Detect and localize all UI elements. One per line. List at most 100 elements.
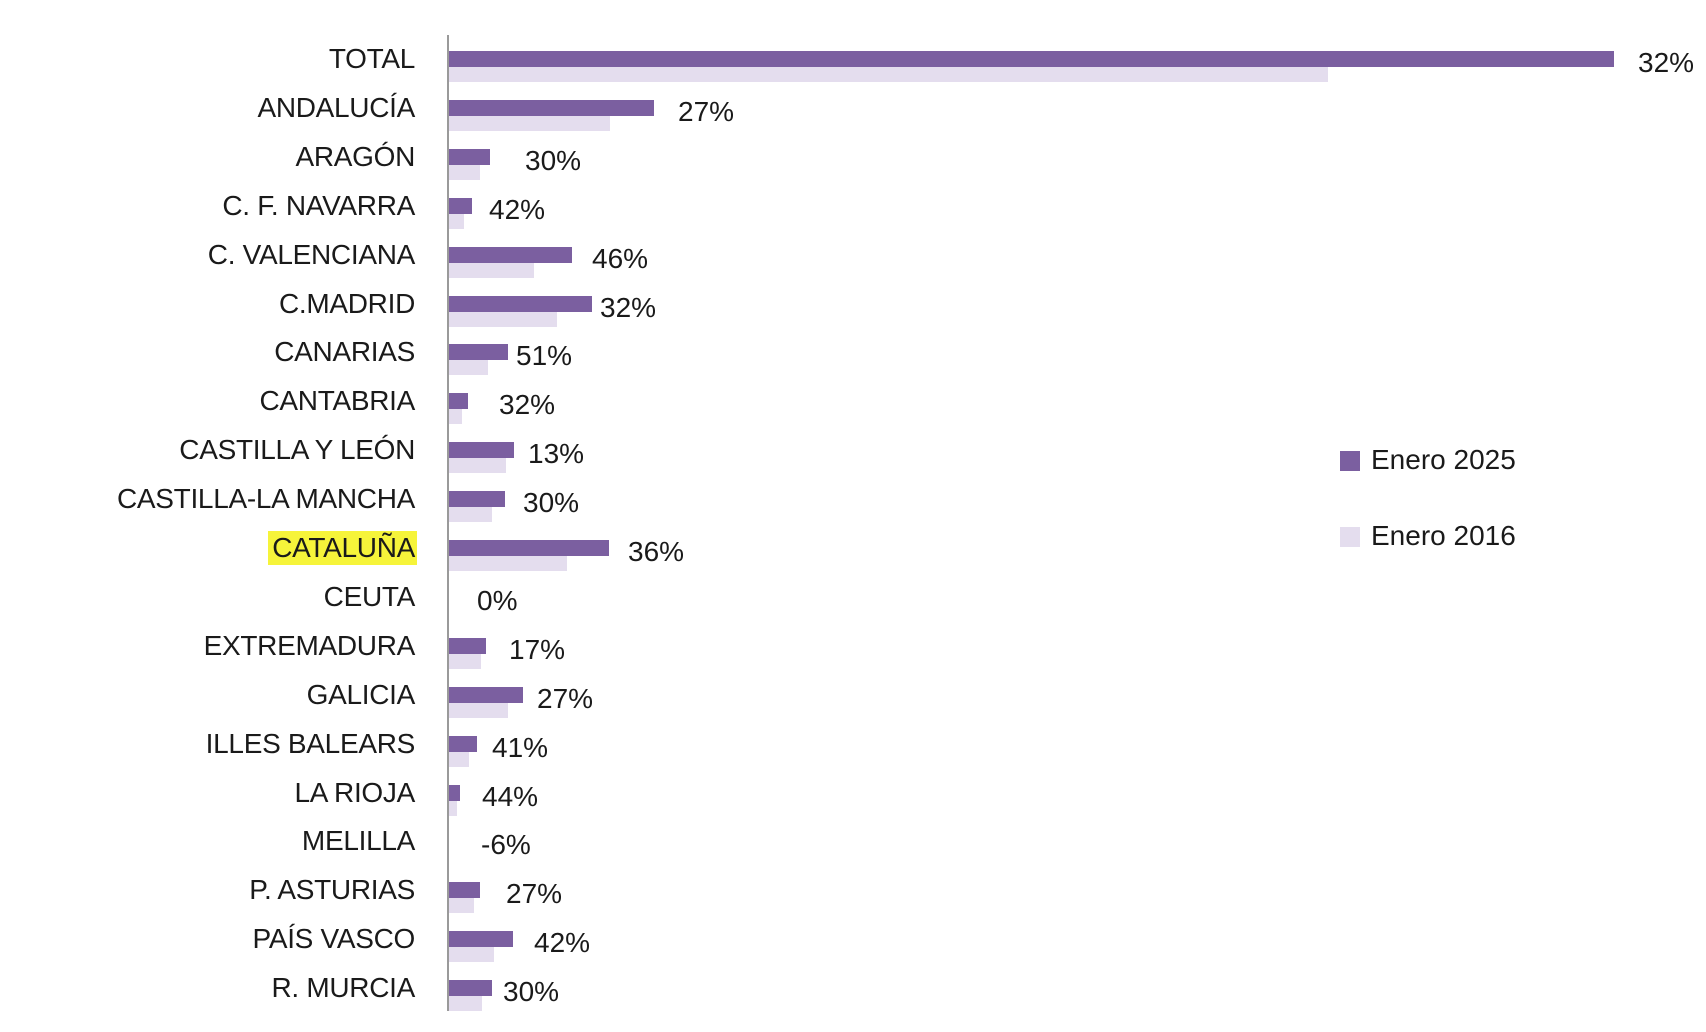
data-label: 32% [600,291,657,323]
data-label: 46% [592,242,649,274]
category-label: TOTAL [328,43,415,74]
legend-label: Enero 2016 [1371,520,1516,551]
bar-enero-2025[interactable] [449,442,514,459]
data-label: 32% [499,389,556,421]
category-axis-line [447,35,449,1011]
bar-enero-2016[interactable] [449,67,1328,82]
category-label: C. F. NAVARRA [222,189,415,221]
category-label-highlighted: CATALUÑA [268,531,417,565]
bar-enero-2016[interactable] [449,213,464,229]
legend-label: Enero 2025 [1371,444,1516,475]
chart-row: EXTREMADURA 17% [0,630,1706,687]
chart-row: LA RIOJA 44% [0,777,1706,834]
category-label: LA RIOJA [294,776,415,808]
bar-enero-2025[interactable] [449,882,480,899]
data-label: 17% [509,633,566,665]
chart-row: ANDALUCÍA 27% [0,92,1706,149]
category-label: ANDALUCÍA [257,91,415,123]
category-label: C. VALENCIANA [207,238,416,270]
category-label: CASTILLA Y LEÓN [179,434,415,466]
chart-row: CEUTA 0% [0,581,1706,638]
bar-enero-2025[interactable] [449,686,523,703]
bar-enero-2016[interactable] [449,996,482,1012]
data-label: 27% [678,95,735,127]
bar-enero-2016[interactable] [449,898,474,914]
chart-row: ILLES BALEARS 41% [0,728,1706,785]
data-label: 0% [477,584,518,616]
chart-row: C. VALENCIANA 46% [0,239,1706,296]
bar-enero-2016[interactable] [449,262,534,278]
bar-enero-2025[interactable] [449,51,1614,67]
category-label: ARAGÓN [295,140,415,172]
chart-row: TOTAL 32% [0,43,1706,100]
chart-row: MELILLA -6% [0,825,1706,882]
data-label: 27% [506,878,563,910]
bar-enero-2016[interactable] [449,360,488,376]
data-label: 51% [516,340,573,372]
category-label: ILLES BALEARS [205,727,416,759]
chart-row: C. F. NAVARRA 42% [0,190,1706,247]
bar-enero-2016[interactable] [449,311,557,327]
data-label: 27% [537,682,594,714]
bar-enero-2025[interactable] [449,99,654,116]
bar-enero-2016[interactable] [449,507,492,523]
bar-enero-2025[interactable] [449,393,468,410]
chart-row: ARAGÓN 30% [0,141,1706,198]
data-label: -6% [481,829,531,861]
category-label: C.MADRID [278,287,415,319]
data-label: 13% [528,438,585,470]
bar-enero-2016[interactable] [449,800,457,816]
data-label: 36% [628,536,685,567]
bar-enero-2016[interactable] [449,556,567,571]
chart-row: P. ASTURIAS 27% [0,874,1706,931]
bar-enero-2016[interactable] [449,164,480,180]
category-label: CANTABRIA [259,385,416,417]
bar-enero-2025[interactable] [449,540,609,556]
bar-enero-2025[interactable] [449,637,486,654]
bar-enero-2025[interactable] [449,784,460,801]
chart-row: C.MADRID 32% [0,288,1706,345]
bar-enero-2025[interactable] [449,148,490,165]
category-label: GALICIA [306,678,416,710]
data-label: 44% [482,780,539,812]
bar-enero-2016[interactable] [449,409,462,425]
data-label: 42% [489,193,546,225]
data-label: 30% [523,487,580,519]
bar-enero-2025[interactable] [449,980,492,997]
bar-enero-2016[interactable] [449,653,481,669]
category-label: EXTREMADURA [203,629,416,661]
bar-enero-2025[interactable] [449,344,508,361]
bar-enero-2025[interactable] [449,197,472,214]
bar-enero-2016[interactable] [449,702,508,718]
chart-row: PAÍS VASCO 42% [0,923,1706,980]
category-label: R. MURCIA [271,972,415,1004]
chart-row: CANARIAS 51% [0,336,1706,393]
category-label: CASTILLA-LA MANCHA [116,483,415,515]
chart-row: CASTILLA-LA MANCHA 30% [0,483,1706,540]
data-label: 42% [534,927,591,959]
category-label: P. ASTURIAS [249,874,415,906]
bar-enero-2025[interactable] [449,491,505,508]
bar-enero-2025[interactable] [449,735,477,752]
chart-row: CANTABRIA 32% [0,385,1706,442]
chart-row: R. MURCIA 30% [0,972,1706,1029]
category-label: CEUTA [323,580,416,612]
category-label: CANARIAS [274,336,415,368]
data-label: 30% [503,976,560,1008]
legend-swatch-icon [1340,527,1360,547]
bar-enero-2016[interactable] [449,947,494,963]
data-label: 32% [1638,47,1695,78]
data-label: 30% [525,144,582,176]
legend-swatch-icon [1340,451,1360,471]
category-label: PAÍS VASCO [252,923,416,955]
bar-enero-2025[interactable] [449,246,572,263]
bar-enero-2016[interactable] [449,115,610,131]
bar-enero-2025[interactable] [449,931,513,948]
bar-enero-2025[interactable] [449,295,592,312]
category-label: MELILLA [301,825,415,857]
bar-enero-2016[interactable] [449,751,469,767]
data-label: 41% [492,731,549,763]
bar-enero-2016[interactable] [449,458,506,474]
chart-row: CASTILLA Y LEÓN 13% [0,434,1706,491]
